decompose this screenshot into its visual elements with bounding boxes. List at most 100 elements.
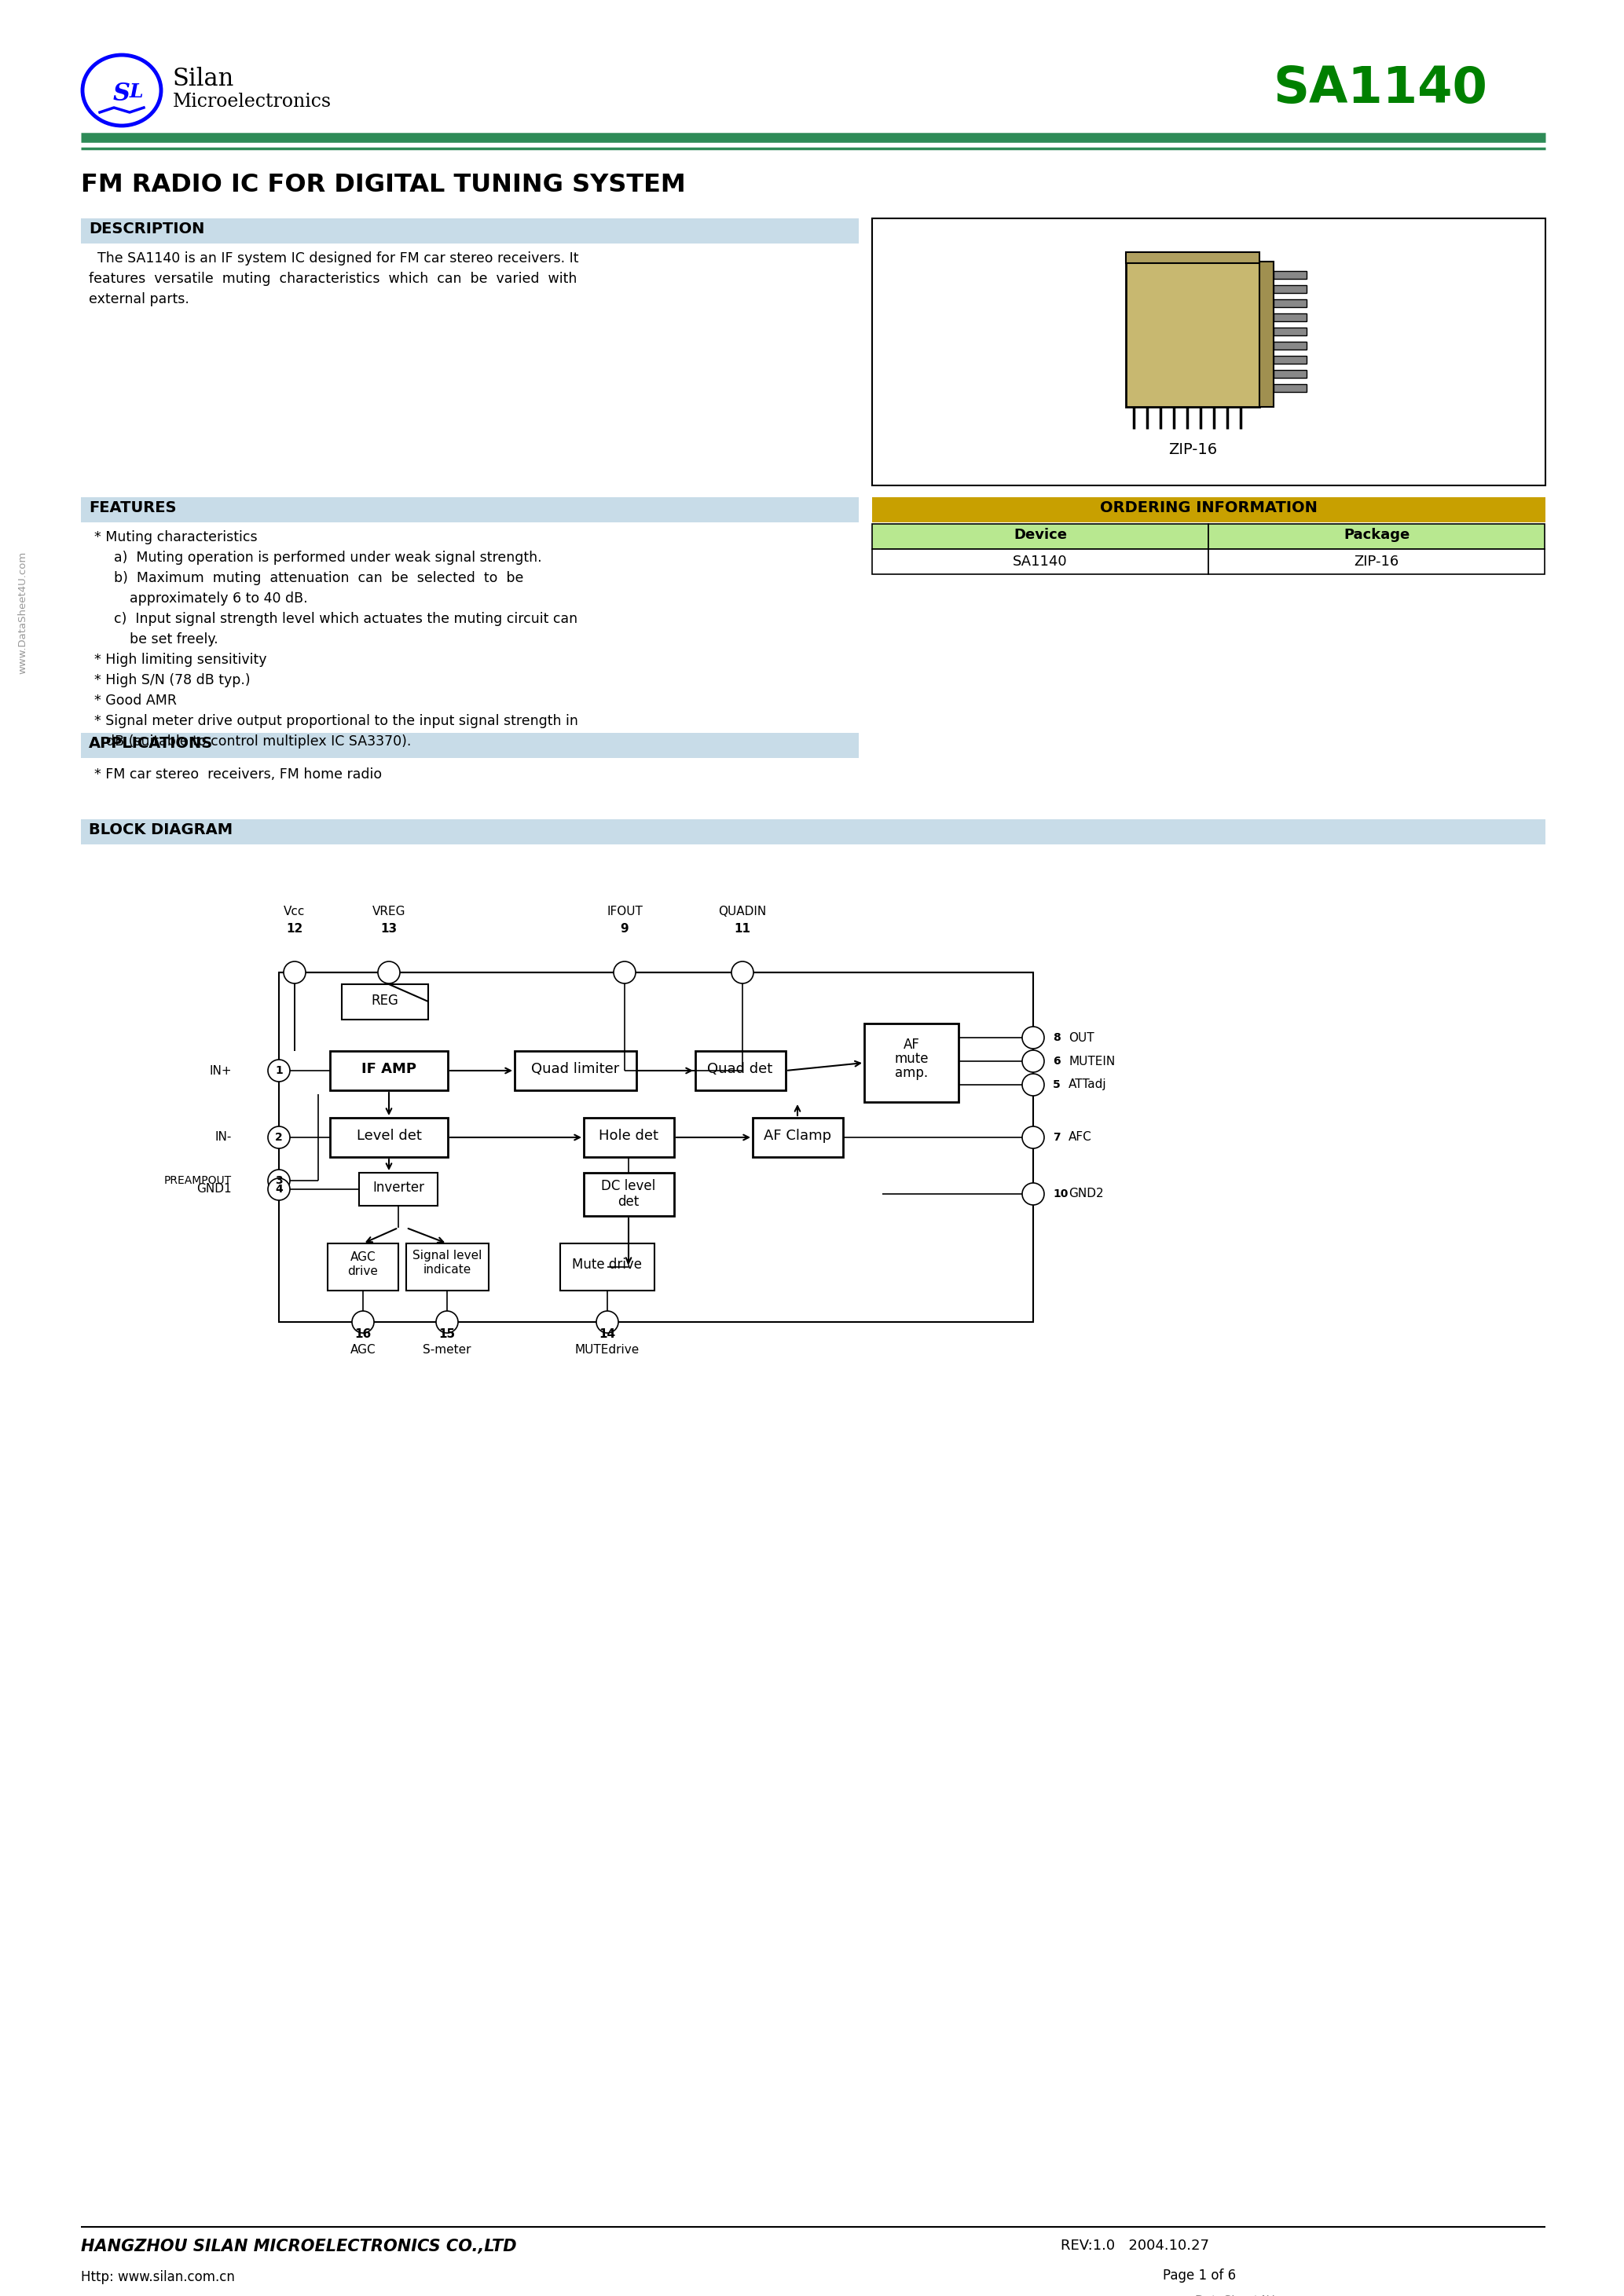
Circle shape <box>268 1061 291 1081</box>
Text: MUTEdrive: MUTEdrive <box>575 1343 640 1355</box>
Bar <box>1273 342 1307 349</box>
Bar <box>81 820 1546 845</box>
Bar <box>359 1173 437 1205</box>
Text: 16: 16 <box>354 1329 372 1341</box>
Bar <box>583 1173 674 1217</box>
Text: Silan: Silan <box>172 67 234 92</box>
Bar <box>81 498 859 523</box>
Text: 2: 2 <box>274 1132 283 1143</box>
Text: Mute drive: Mute drive <box>572 1258 643 1272</box>
Bar <box>81 218 859 243</box>
Bar <box>583 1118 674 1157</box>
Circle shape <box>378 962 400 983</box>
Text: GND2: GND2 <box>1069 1187 1104 1201</box>
Circle shape <box>1021 1026 1044 1049</box>
Text: REV:1.0   2004.10.27: REV:1.0 2004.10.27 <box>1060 2239 1210 2252</box>
Bar <box>872 549 1208 574</box>
Bar <box>752 1118 843 1157</box>
Text: Package: Package <box>1343 528 1410 542</box>
Bar <box>872 218 1546 484</box>
Bar <box>1125 262 1260 406</box>
Bar <box>330 1052 448 1091</box>
Text: BLOCK DIAGRAM: BLOCK DIAGRAM <box>89 822 232 838</box>
Text: 9: 9 <box>620 923 628 934</box>
Circle shape <box>437 1311 458 1334</box>
Text: APPLICATIONS: APPLICATIONS <box>89 737 213 751</box>
Bar <box>1273 315 1307 321</box>
Text: REG: REG <box>372 994 398 1008</box>
Text: IFOUT: IFOUT <box>607 905 643 918</box>
Bar <box>328 1244 398 1290</box>
Bar <box>1273 298 1307 308</box>
Bar <box>330 1118 448 1157</box>
Bar <box>864 1024 958 1102</box>
Circle shape <box>268 1127 291 1148</box>
Bar <box>1125 253 1260 264</box>
Text: PREAMPOUT: PREAMPOUT <box>164 1176 232 1187</box>
Text: det: det <box>617 1194 640 1210</box>
Circle shape <box>352 1311 374 1334</box>
Text: * Good AMR: * Good AMR <box>94 693 177 707</box>
Text: AGC: AGC <box>351 1343 375 1355</box>
Text: QUADIN: QUADIN <box>718 905 767 918</box>
Text: approximately 6 to 40 dB.: approximately 6 to 40 dB. <box>130 592 307 606</box>
Text: HANGZHOU SILAN MICROELECTRONICS CO.,LTD: HANGZHOU SILAN MICROELECTRONICS CO.,LTD <box>81 2239 516 2255</box>
Text: Level det: Level det <box>356 1130 422 1143</box>
Text: OUT: OUT <box>1069 1031 1095 1042</box>
Text: * High S/N (78 dB typ.): * High S/N (78 dB typ.) <box>94 673 250 687</box>
Text: 10: 10 <box>1052 1189 1069 1199</box>
Text: 6: 6 <box>1052 1056 1060 1068</box>
Bar <box>1260 262 1273 406</box>
Bar <box>1208 523 1544 549</box>
Text: 11: 11 <box>734 923 750 934</box>
Bar <box>1273 383 1307 393</box>
Text: DESCRIPTION: DESCRIPTION <box>89 220 205 236</box>
Text: 5: 5 <box>1052 1079 1060 1091</box>
Text: Microelectronics: Microelectronics <box>172 92 331 110</box>
Text: SA1140: SA1140 <box>1013 556 1067 569</box>
Circle shape <box>268 1169 291 1192</box>
Text: MUTEIN: MUTEIN <box>1069 1056 1116 1068</box>
Bar <box>1273 285 1307 294</box>
Circle shape <box>731 962 754 983</box>
Text: L: L <box>128 83 143 101</box>
Text: dB (suitable to control multiplex IC SA3370).: dB (suitable to control multiplex IC SA3… <box>106 735 411 748</box>
Text: be set freely.: be set freely. <box>130 631 218 647</box>
Circle shape <box>1021 1182 1044 1205</box>
Text: 3: 3 <box>274 1176 283 1187</box>
Circle shape <box>284 962 305 983</box>
Text: Quad det: Quad det <box>708 1063 773 1077</box>
Circle shape <box>596 1311 619 1334</box>
Text: * FM car stereo  receivers, FM home radio: * FM car stereo receivers, FM home radio <box>94 767 382 781</box>
Text: 13: 13 <box>380 923 398 934</box>
Bar <box>406 1244 489 1290</box>
Text: ZIP-16: ZIP-16 <box>1168 443 1216 457</box>
Text: Signal level: Signal level <box>412 1249 482 1261</box>
Text: FM RADIO IC FOR DIGITAL TUNING SYSTEM: FM RADIO IC FOR DIGITAL TUNING SYSTEM <box>81 172 685 197</box>
Circle shape <box>1021 1127 1044 1148</box>
Text: FEATURES: FEATURES <box>89 501 177 514</box>
Text: external parts.: external parts. <box>89 292 190 305</box>
Circle shape <box>268 1178 291 1201</box>
Text: Inverter: Inverter <box>372 1180 424 1194</box>
Bar <box>695 1052 786 1091</box>
Text: Hole det: Hole det <box>599 1130 658 1143</box>
Bar <box>1273 271 1307 278</box>
Circle shape <box>1021 1075 1044 1095</box>
Text: AF: AF <box>903 1038 919 1052</box>
Text: indicate: indicate <box>422 1263 471 1277</box>
Circle shape <box>614 962 635 983</box>
Text: c)  Input signal strength level which actuates the muting circuit can: c) Input signal strength level which act… <box>114 613 578 627</box>
Bar <box>872 523 1208 549</box>
Text: 7: 7 <box>1052 1132 1060 1143</box>
Text: ATTadj: ATTadj <box>1069 1079 1106 1091</box>
Bar <box>81 732 859 758</box>
Text: 8: 8 <box>1052 1033 1060 1042</box>
Text: AF Clamp: AF Clamp <box>763 1130 831 1143</box>
Text: amp.: amp. <box>895 1065 927 1079</box>
Text: 4: 4 <box>274 1185 283 1194</box>
Text: ZIP-16: ZIP-16 <box>1354 556 1398 569</box>
Text: * High limiting sensitivity: * High limiting sensitivity <box>94 652 266 666</box>
Text: ORDERING INFORMATION: ORDERING INFORMATION <box>1099 501 1317 514</box>
Text: GND1: GND1 <box>197 1182 232 1196</box>
